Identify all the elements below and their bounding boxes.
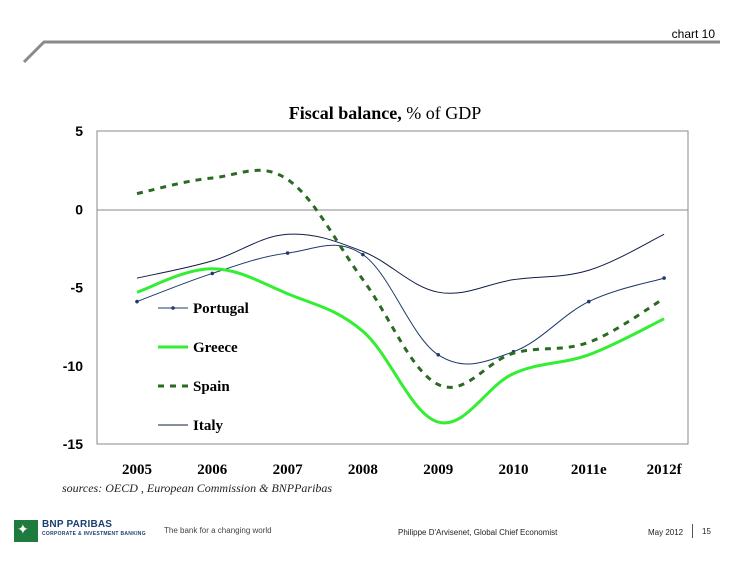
data-point-portugal [361,252,365,257]
footer-author: Philippe D'Arvisenet, Global Chief Econo… [398,528,558,537]
x-tick-label: 2011e [571,462,607,478]
x-tick-label: 2010 [499,462,529,478]
y-tick-label: -10 [63,358,83,374]
plot-area [96,130,689,445]
series-lines [135,168,666,425]
x-tick-label: 2008 [348,462,378,478]
footer-date: May 2012 [648,528,684,537]
x-tick-label: 2007 [273,462,304,478]
y-tick-label: 5 [75,123,83,139]
legend-marker-portugal [171,306,175,310]
y-tick-label: 0 [75,201,83,217]
bnp-logo-icon: ✦ [14,520,38,542]
x-tick-label: 2009 [423,462,453,478]
legend-label-spain: Spain [193,379,230,395]
series-line-spain [136,168,665,389]
chart-title: Fiscal balance, % of GDP [289,103,482,123]
legend: Portugal Greece Spain Italy [158,301,249,434]
page-number: 15 [702,527,711,536]
x-tick-label: 2012f [647,462,683,478]
chart-number: chart 10 [671,27,715,41]
data-point-portugal [285,251,290,255]
y-tick-label: -15 [63,436,83,452]
footer-divider [692,524,693,538]
x-tick-label: 2006 [197,462,228,478]
y-axis-ticks: 5 0 -5 -10 -15 [63,123,83,452]
y-tick-label: -5 [71,280,84,296]
chart-title-rest: % of GDP [402,103,482,123]
series-line-greece [136,267,665,425]
series-line-portugal [136,244,665,365]
x-tick-label: 2005 [122,462,152,478]
brand-subtitle: CORPORATE & INVESTMENT BANKING [42,531,146,537]
data-point-portugal [587,299,591,304]
series-line-italy [136,233,665,294]
chart-title-main: Fiscal balance, [289,103,402,123]
source-note: sources: OECD , European Commission & BN… [62,481,333,495]
data-point-portugal [210,271,215,276]
legend-label-greece: Greece [193,340,238,356]
data-point-portugal [436,352,441,357]
x-axis-ticks: 2005 2006 2007 2008 2009 2010 2011e 2012f [122,462,683,478]
brand-name: BNP PARIBAS [42,519,113,530]
legend-label-italy: Italy [193,418,224,434]
top-rule [22,40,720,64]
legend-label-portugal: Portugal [193,301,249,317]
data-point-portugal [662,276,666,280]
data-point-portugal [135,299,139,304]
brand-tagline: The bank for a changing world [164,526,272,535]
